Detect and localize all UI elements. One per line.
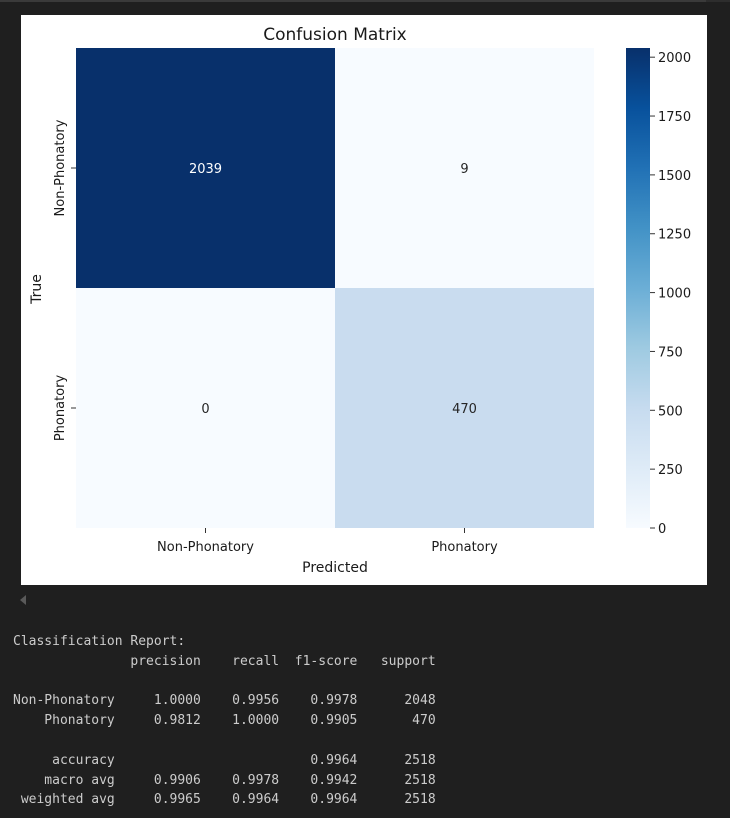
axis-ticks: Non-Phonatory Phonatory Non-Phonatory Phona… xyxy=(53,119,498,555)
y-tick-label: Phonatory xyxy=(53,375,68,442)
collapse-output-arrow-icon[interactable] xyxy=(20,595,26,605)
heatmap-cells: 2039 9 0 470 xyxy=(76,48,594,528)
cell-annotation: 9 xyxy=(460,162,468,177)
y-tick-label: Non-Phonatory xyxy=(53,119,68,216)
colorbar xyxy=(626,48,650,528)
classification-report: Classification Report: precision recall … xyxy=(13,634,436,808)
colorbar-tick-label: 1750 xyxy=(658,110,691,125)
colorbar-tick-label: 2000 xyxy=(658,51,691,66)
colorbar-tick-label: 750 xyxy=(658,345,683,360)
cell-top-border xyxy=(0,0,730,2)
x-tick-label: Phonatory xyxy=(431,540,498,555)
colorbar-tick-label: 500 xyxy=(658,404,683,419)
heatmap-cell xyxy=(335,48,594,288)
confusion-matrix-chart: Confusion Matrix 2039 9 0 470 Non-Phonatory… xyxy=(29,25,691,576)
x-tick-label: Non-Phonatory xyxy=(157,540,254,555)
colorbar-ticks: 0 250 500 750 1000 1250 1500 1750 2000 xyxy=(650,51,691,537)
confusion-matrix-figure: Confusion Matrix 2039 9 0 470 Non-Phonatory… xyxy=(21,15,707,585)
y-axis-label: True xyxy=(29,274,45,305)
chart-title: Confusion Matrix xyxy=(263,25,407,45)
heatmap-cell xyxy=(76,288,335,528)
cell-annotation: 470 xyxy=(452,402,477,417)
cell-annotation: 2039 xyxy=(189,162,222,177)
heatmap-cell xyxy=(335,288,594,528)
heatmap-cell xyxy=(76,48,335,288)
colorbar-tick-label: 1250 xyxy=(658,228,691,243)
cell-annotation: 0 xyxy=(201,402,209,417)
colorbar-tick-label: 250 xyxy=(658,463,683,478)
colorbar-tick-label: 0 xyxy=(658,522,666,537)
colorbar-tick-label: 1000 xyxy=(658,287,691,302)
x-axis-label: Predicted xyxy=(302,560,368,576)
colorbar-tick-label: 1500 xyxy=(658,169,691,184)
